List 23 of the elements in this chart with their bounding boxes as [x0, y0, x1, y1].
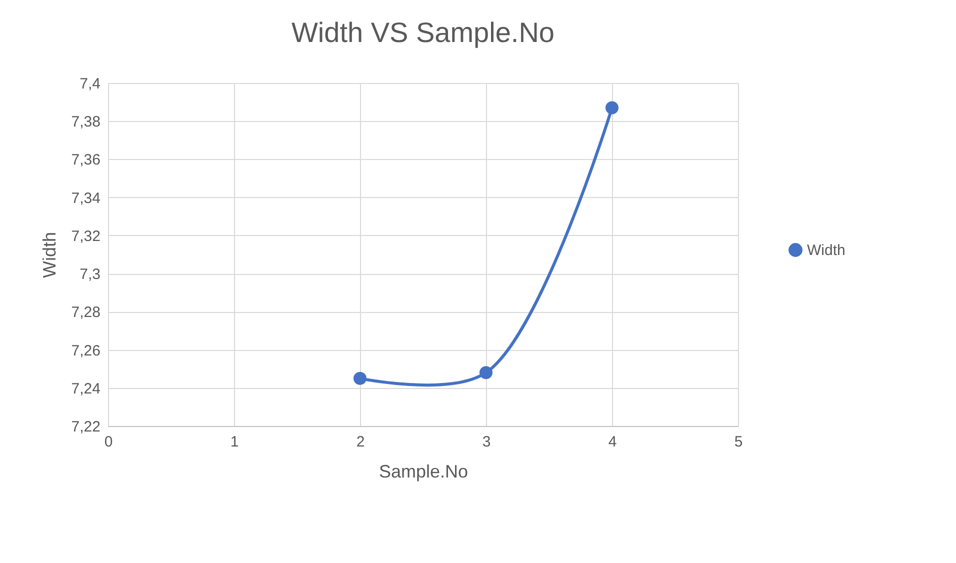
y-tick-label: 7,32 — [71, 228, 100, 245]
point — [353, 372, 367, 385]
point — [605, 101, 619, 114]
point — [479, 366, 493, 380]
y-tick-label: 7,24 — [71, 380, 100, 398]
y-tick-label: 7,28 — [71, 304, 100, 322]
x-tick-label: 2 — [356, 434, 365, 450]
x-tick-label: 3 — [482, 434, 491, 450]
chart-title: Width VS Sample.No — [292, 17, 554, 48]
legend-label: Width — [807, 242, 846, 259]
y-tick-label: 7,22 — [71, 418, 100, 436]
y-tick-label: 7,38 — [71, 114, 100, 131]
y-tick-label: 7,26 — [71, 342, 100, 360]
x-tick-label: 1 — [230, 434, 239, 450]
y-axis-title: Width — [39, 232, 60, 278]
x-axis-title: Sample.No — [378, 462, 468, 482]
y-tick-label: 7,4 — [80, 76, 100, 92]
x-tick-label: 5 — [734, 434, 743, 450]
y-tick-label: 7,3 — [80, 266, 100, 284]
y-tick-label: 7,34 — [71, 190, 100, 207]
y-tick-label: 7,36 — [71, 152, 100, 169]
x-tick-label: 4 — [608, 434, 617, 450]
x-tick-label: 0 — [104, 434, 113, 450]
